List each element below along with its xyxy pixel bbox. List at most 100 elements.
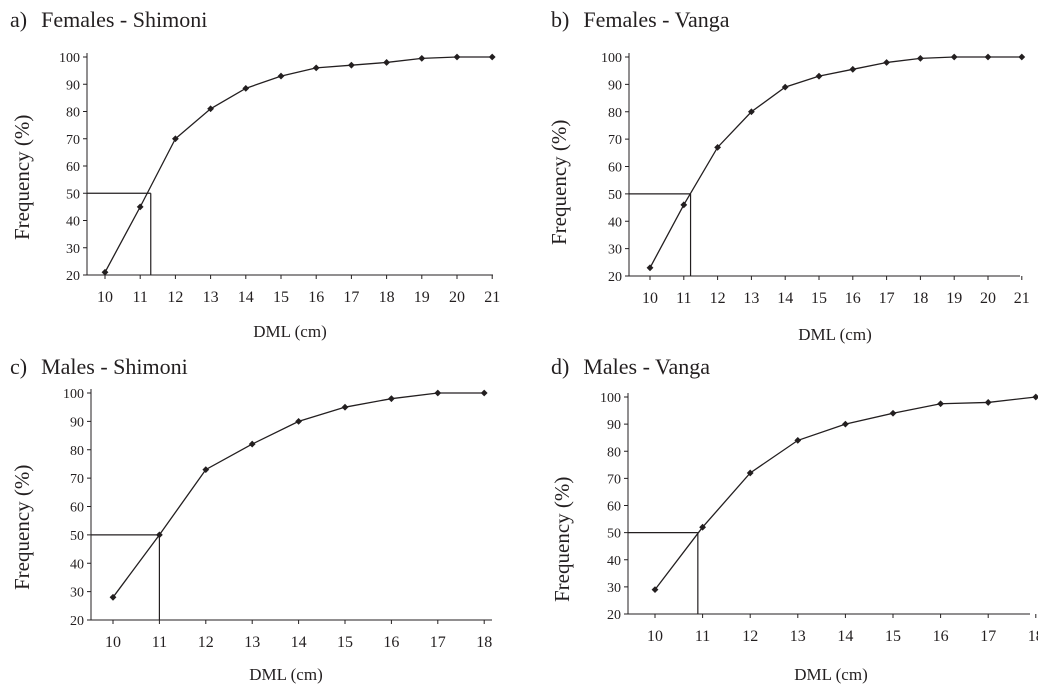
- panel-d-ytick-label: 70: [607, 472, 621, 487]
- panel-b-data-point: [815, 72, 823, 80]
- panel-c-ytick-label: 50: [70, 529, 84, 544]
- panel-a-data-point: [242, 84, 250, 92]
- panel-b-xtick-label: 13: [743, 290, 759, 307]
- panel-c-ytick-label: 80: [70, 444, 84, 459]
- panel-b-xtick-label: 16: [845, 290, 861, 307]
- panel-a-xtick-label: 21: [484, 289, 500, 306]
- panel-c-data-point: [295, 417, 302, 425]
- panel-b-title: b) Females - Vanga: [551, 7, 730, 33]
- panel-c-ytick-label: 30: [70, 586, 84, 601]
- panel-d-data-point: [651, 586, 659, 593]
- panel-a-xtick-label: 15: [273, 289, 289, 306]
- panel-a-data-point: [348, 61, 355, 69]
- panel-d-xtick-label: 16: [933, 628, 949, 645]
- panel-a-ytick-label: 90: [66, 78, 80, 93]
- panel-d-ytick-label: 50: [607, 527, 621, 542]
- panel-b-ytick-label: 40: [608, 215, 622, 230]
- panel-a-ytick-label: 30: [66, 242, 80, 257]
- panel-b-ytick-label: 80: [608, 106, 622, 121]
- panel-b-data-point: [984, 53, 992, 61]
- panel-b-ytick-label: 90: [608, 78, 622, 93]
- panel-d-xtick-label: 12: [742, 628, 758, 645]
- panel-a-title-text: Females - Shimoni: [41, 7, 208, 32]
- panel-c-xtick-label: 17: [430, 634, 446, 651]
- panel-a-xlabel: DML (cm): [253, 322, 327, 341]
- panel-a-xtick-label: 18: [379, 289, 395, 306]
- panel-d-ytick-label: 60: [607, 500, 621, 515]
- panel-a-data-point: [207, 105, 214, 113]
- panel-a-data-point: [136, 203, 144, 211]
- panel-c-xtick-label: 15: [337, 634, 353, 651]
- panel-d-data-point: [889, 409, 897, 417]
- panel-c-data-point: [156, 531, 163, 539]
- panel-b-xtick-label: 17: [879, 290, 895, 307]
- panel-a-data-point: [101, 268, 109, 276]
- panel-b-series-line: [649, 56, 1022, 269]
- panel-b-letter: b): [551, 7, 570, 32]
- panel-c-xtick-label: 10: [105, 634, 121, 651]
- panel-d-data-point: [1032, 393, 1038, 401]
- panel-b-xtick-label: 10: [642, 290, 658, 307]
- panel-d-ytick-label: 90: [607, 418, 621, 433]
- panel-b-xtick-label: 11: [676, 290, 691, 307]
- panel-c-title: c) Males - Shimoni: [10, 354, 188, 380]
- panel-b-data-point: [1018, 53, 1026, 61]
- panel-d-data-point: [842, 420, 849, 428]
- panel-c-ytick-label: 40: [70, 557, 84, 572]
- panel-d-xtick-label: 17: [980, 628, 996, 645]
- panel-c-ytick-label: 60: [70, 501, 84, 516]
- panel-c-data-point: [434, 389, 442, 397]
- panel-d-data-point: [984, 399, 992, 406]
- panel-c-xlabel: DML (cm): [249, 665, 323, 684]
- panel-c-letter: c): [10, 354, 28, 379]
- panel-c-xtick-label: 12: [198, 634, 214, 651]
- panel-a-data-point: [418, 54, 426, 62]
- panel-b-ytick-label: 50: [608, 188, 622, 203]
- panel-d-xtick-label: 13: [790, 628, 806, 645]
- panel-b-data-point: [714, 143, 721, 151]
- panel-c-xtick-label: 18: [476, 634, 492, 651]
- panel-b-xtick-label: 20: [980, 290, 996, 307]
- panel-a-ytick-label: 100: [59, 51, 80, 66]
- panel-a-xtick-label: 11: [132, 289, 147, 306]
- panel-d-ytick-label: 20: [607, 608, 621, 623]
- panel-c-ytick-label: 20: [70, 614, 84, 629]
- panel-b-ytick-label: 20: [608, 270, 622, 285]
- panel-a-title: a) Females - Shimoni: [10, 7, 207, 33]
- panel-d-ytick-label: 40: [607, 554, 621, 569]
- panel-d-ytick-label: 30: [607, 581, 621, 596]
- panel-c-data-point: [202, 466, 210, 474]
- panel-a-ytick-label: 80: [66, 106, 80, 121]
- panel-d-data-point: [746, 469, 754, 477]
- panel-b-ytick-label: 70: [608, 133, 622, 148]
- panel-c-ytick-label: 100: [63, 387, 84, 402]
- panel-b-xtick-label: 19: [946, 290, 962, 307]
- panel-d-title-text: Males - Vanga: [583, 354, 710, 379]
- panel-a-ytick-label: 70: [66, 133, 80, 148]
- panel-d-xtick-label: 10: [647, 628, 663, 645]
- panel-d-xtick-label: 14: [837, 628, 853, 645]
- panel-c-xtick-label: 11: [152, 634, 167, 651]
- panel-a-xtick-label: 20: [449, 289, 465, 306]
- panel-a-data-point: [383, 59, 390, 66]
- panel-d-xtick-label: 15: [885, 628, 901, 645]
- panel-b-data-point: [680, 201, 688, 209]
- panel-a-ytick-label: 50: [66, 187, 80, 202]
- panel-b-data-point: [883, 59, 890, 66]
- panel-a-xtick-label: 19: [414, 289, 430, 306]
- panel-c-xtick-label: 14: [291, 634, 307, 651]
- panel-a-xtick-label: 14: [238, 289, 254, 306]
- panel-d-letter: d): [551, 354, 570, 379]
- panel-b-data-point: [646, 264, 654, 272]
- panel-a-ytick-label: 40: [66, 215, 80, 230]
- panel-b-ytick-label: 30: [608, 243, 622, 258]
- panel-c-ytick-label: 90: [70, 415, 84, 430]
- panel-d-xtick-label: 18: [1028, 628, 1038, 645]
- panel-a-data-point: [312, 64, 320, 72]
- panel-c-title-text: Males - Shimoni: [41, 354, 188, 379]
- panel-a-ytick-label: 60: [66, 160, 80, 175]
- panel-b-xtick-label: 14: [777, 290, 793, 307]
- panel-b-xlabel: DML (cm): [798, 325, 872, 344]
- panel-a-xtick-label: 16: [308, 289, 324, 306]
- panel-d-xlabel: DML (cm): [794, 665, 868, 684]
